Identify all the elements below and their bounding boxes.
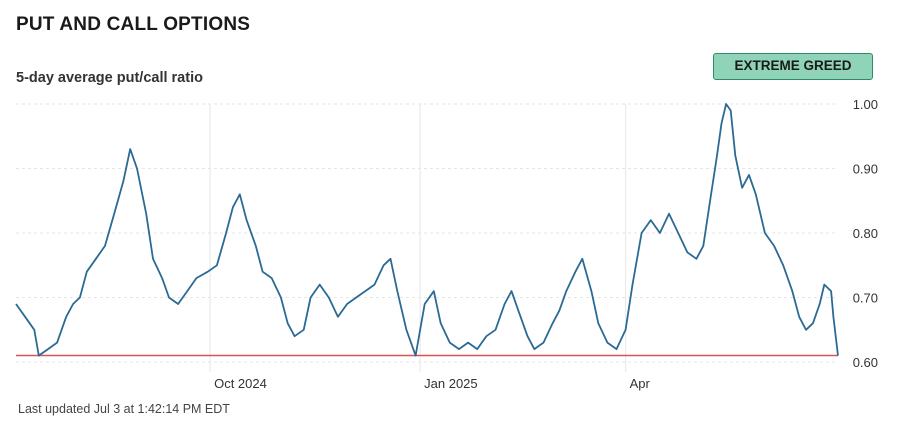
x-tick-label: Oct 2024 xyxy=(214,376,267,391)
x-axis-labels: Oct 2024 Jan 2025 Apr xyxy=(214,376,650,391)
y-tick-label: 0.60 xyxy=(853,355,878,370)
y-tick-label: 0.90 xyxy=(853,162,878,177)
page-title: PUT AND CALL OPTIONS xyxy=(16,14,251,35)
y-gridlines xyxy=(16,103,838,363)
chart-subtitle: 5-day average put/call ratio xyxy=(16,70,203,86)
y-tick-label: 1.00 xyxy=(853,97,878,112)
y-tick-label: 0.80 xyxy=(853,226,878,241)
y-tick-label: 0.70 xyxy=(853,291,878,306)
last-updated: Last updated Jul 3 at 1:42:14 PM EDT xyxy=(18,402,230,416)
y-axis-labels: 1.00 0.90 0.80 0.70 0.60 xyxy=(853,97,878,370)
put-call-ratio-chart: 1.00 0.90 0.80 0.70 0.60 Oct 2024 Jan 2025 Apr xyxy=(15,97,878,391)
x-gridlines xyxy=(209,104,627,372)
x-tick-label: Apr xyxy=(630,376,651,391)
x-tick-label: Jan 2025 xyxy=(424,376,478,391)
sentiment-badge: EXTREME GREED xyxy=(713,53,873,80)
series-line xyxy=(15,103,839,357)
